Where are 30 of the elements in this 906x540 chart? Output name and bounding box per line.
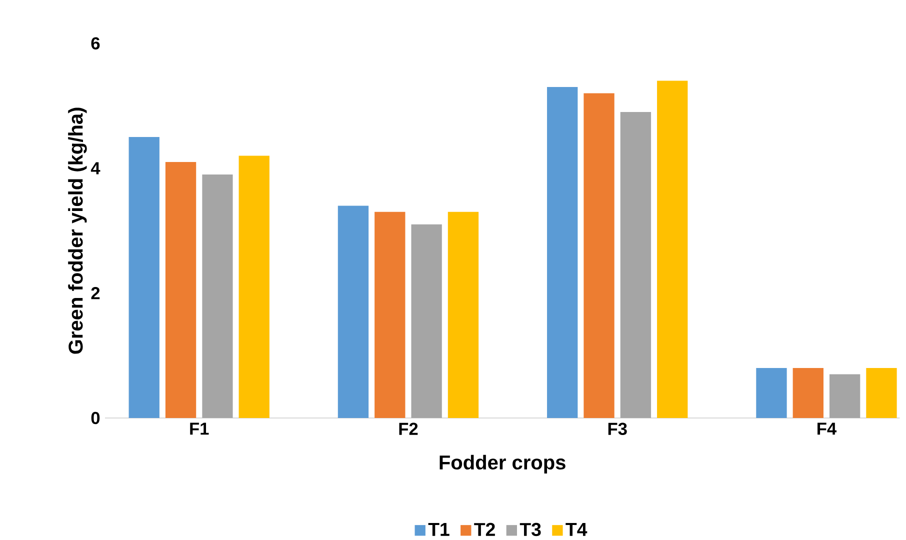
bar bbox=[128, 137, 160, 418]
y-tick-label: 0 bbox=[91, 412, 100, 424]
bar bbox=[792, 368, 824, 418]
bar bbox=[238, 156, 270, 418]
bar bbox=[165, 162, 196, 418]
x-tick-label: F2 bbox=[399, 422, 418, 435]
y-tick-label: 2 bbox=[91, 287, 100, 300]
bar bbox=[866, 368, 897, 418]
bar bbox=[620, 112, 652, 418]
bar bbox=[547, 87, 578, 418]
y-axis-title: Green fodder yield (kg/ha) bbox=[68, 108, 87, 354]
bar bbox=[202, 174, 233, 418]
legend-label: T2 bbox=[474, 522, 495, 536]
x-tick-label: F4 bbox=[818, 422, 837, 435]
x-axis-title: Fodder crops bbox=[440, 454, 566, 474]
bar bbox=[338, 206, 369, 418]
bar bbox=[411, 224, 442, 418]
y-tick-label: 6 bbox=[91, 37, 100, 50]
legend-label: T1 bbox=[428, 522, 450, 536]
bar bbox=[448, 212, 479, 418]
bar bbox=[657, 80, 688, 418]
x-tick-label: F3 bbox=[608, 422, 627, 436]
legend-label: T4 bbox=[566, 522, 588, 536]
bar bbox=[374, 212, 406, 418]
x-tick-label: F1 bbox=[190, 422, 209, 435]
bar bbox=[829, 374, 860, 418]
bar bbox=[584, 93, 614, 418]
legend-label: T3 bbox=[520, 522, 541, 536]
bar bbox=[756, 368, 787, 418]
y-tick-label: 4 bbox=[90, 162, 100, 174]
